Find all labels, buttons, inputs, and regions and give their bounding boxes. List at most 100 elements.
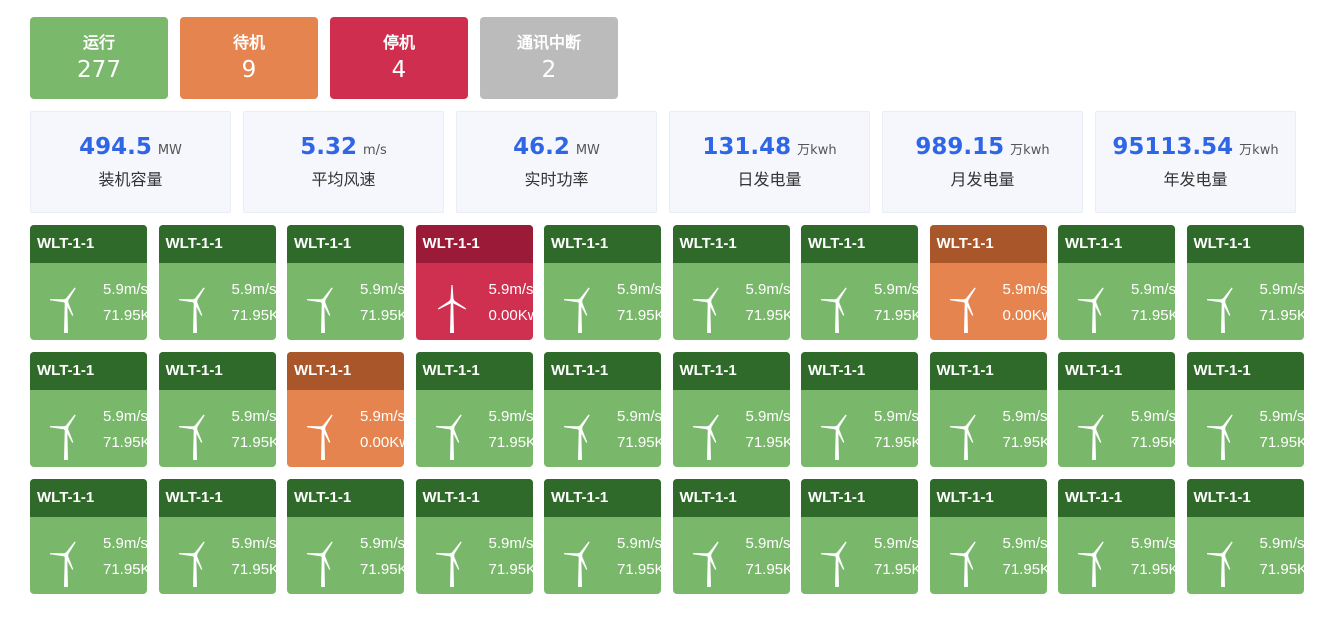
stat-installed-capacity: 494.5 MW 装机容量 [30, 111, 231, 213]
turbine-power: 71.95Kw [103, 307, 147, 324]
turbine-tile[interactable]: WLT-1-1 5.9m/s 71.95Kw [544, 352, 661, 467]
turbine-power: 71.95Kw [617, 561, 661, 578]
wind-turbine-icon [1206, 541, 1233, 587]
turbine-power: 71.95Kw [231, 561, 276, 578]
turbine-tile[interactable]: WLT-1-1 5.9m/s 71.95Kw [287, 225, 404, 340]
turbine-wind-speed: 5.9m/s [617, 281, 661, 298]
turbine-name: WLT-1-1 [287, 352, 404, 390]
turbine-tile[interactable]: WLT-1-1 5.9m/s 71.95Kw [801, 225, 918, 340]
turbine-body: 5.9m/s 71.95Kw [544, 390, 661, 467]
turbine-power: 71.95Kw [1131, 561, 1175, 578]
turbine-wind-speed: 5.9m/s [1131, 535, 1175, 552]
stat-value: 494.5 [79, 134, 152, 160]
turbine-tile[interactable]: WLT-1-1 5.9m/s 71.95Kw [287, 479, 404, 594]
turbine-tile[interactable]: WLT-1-1 5.9m/s 71.95Kw [30, 225, 147, 340]
stat-name: 年发电量 [1163, 170, 1228, 189]
wind-turbine-icon [692, 541, 719, 587]
turbine-values: 5.9m/s 0.00Kw [360, 404, 404, 456]
turbine-power: 71.95Kw [617, 434, 661, 451]
wind-turbine-icon [1078, 541, 1104, 587]
turbine-tile[interactable]: WLT-1-1 5.9m/s 71.95Kw [544, 225, 661, 340]
turbine-body: 5.9m/s 71.95Kw [673, 390, 790, 467]
turbine-name: WLT-1-1 [415, 479, 533, 517]
turbine-power: 71.95Kw [745, 434, 790, 451]
stat-unit: 万kwh [1239, 143, 1279, 158]
stat-name: 装机容量 [98, 170, 163, 189]
wind-turbine-icon [564, 414, 590, 460]
status-label: 通讯中断 [516, 33, 581, 52]
wind-turbine-icon [949, 287, 976, 333]
turbine-name: WLT-1-1 [929, 479, 1047, 517]
turbine-tile[interactable]: WLT-1-1 5.9m/s 0.00Kw [415, 225, 533, 340]
turbine-body: 5.9m/s 71.95Kw [930, 390, 1047, 467]
status-card-comm-lost[interactable]: 通讯中断 2 [480, 17, 618, 99]
stats-row: 494.5 MW 装机容量 5.32 m/s 平均风速 46.2 MW 实时功率 13… [30, 111, 1296, 213]
turbine-tile[interactable]: WLT-1-1 5.9m/s 71.95Kw [158, 225, 276, 340]
turbine-tile[interactable]: WLT-1-1 5.9m/s 71.95Kw [672, 225, 790, 340]
turbine-values: 5.9m/s 71.95Kw [103, 277, 147, 329]
turbine-tile[interactable]: WLT-1-1 5.9m/s 0.00Kw [287, 352, 404, 467]
turbine-body: 5.9m/s 71.95Kw [801, 517, 918, 594]
wind-turbine-icon [178, 287, 205, 333]
turbine-power: 71.95Kw [488, 434, 533, 451]
status-card-running[interactable]: 运行 277 [30, 17, 168, 99]
turbine-values: 5.9m/s 71.95Kw [1131, 404, 1175, 456]
turbine-values: 5.9m/s 71.95Kw [617, 404, 661, 456]
turbine-tile[interactable]: WLT-1-1 5.9m/s 71.95Kw [672, 352, 790, 467]
turbine-values: 5.9m/s 71.95Kw [232, 404, 276, 456]
turbine-tile[interactable]: WLT-1-1 5.9m/s 71.95Kw [801, 352, 918, 467]
turbine-values: 5.9m/s 71.95Kw [617, 277, 661, 329]
turbine-tile[interactable]: WLT-1-1 5.9m/s 71.95Kw [1058, 352, 1175, 467]
wind-turbine-icon [307, 287, 333, 333]
turbine-body: 5.9m/s 71.95Kw [801, 390, 918, 467]
turbine-wind-speed: 5.9m/s [231, 535, 276, 552]
stat-monthly-generation: 989.15 万kwh 月发电量 [882, 111, 1083, 213]
turbine-values: 5.9m/s 71.95Kw [232, 277, 276, 329]
turbine-body: 5.9m/s 71.95Kw [159, 517, 276, 594]
turbine-name: WLT-1-1 [30, 225, 147, 263]
stat-value: 131.48 [702, 134, 792, 160]
stat-name: 日发电量 [737, 170, 802, 189]
turbine-tile[interactable]: WLT-1-1 5.9m/s 0.00Kw [929, 225, 1047, 340]
stat-avg-wind-speed: 5.32 m/s 平均风速 [243, 111, 444, 213]
turbine-tile[interactable]: WLT-1-1 5.9m/s 71.95Kw [929, 479, 1047, 594]
turbine-values: 5.9m/s 71.95Kw [489, 531, 533, 583]
turbine-tile[interactable]: WLT-1-1 5.9m/s 71.95Kw [1058, 479, 1175, 594]
turbine-values: 5.9m/s 71.95Kw [1260, 531, 1304, 583]
turbine-tile[interactable]: WLT-1-1 5.9m/s 71.95Kw [1058, 225, 1175, 340]
turbine-body: 5.9m/s 71.95Kw [930, 517, 1047, 594]
wind-turbine-icon [307, 541, 333, 587]
status-count: 4 [391, 57, 407, 83]
turbine-tile[interactable]: WLT-1-1 5.9m/s 71.95Kw [1186, 352, 1304, 467]
status-count: 9 [241, 57, 257, 83]
turbine-power: 0.00Kw [360, 434, 404, 451]
turbine-wind-speed: 5.9m/s [745, 535, 790, 552]
wind-turbine-icon [435, 414, 462, 460]
turbine-wind-speed: 5.9m/s [874, 281, 918, 298]
turbine-tile[interactable]: WLT-1-1 5.9m/s 71.95Kw [801, 479, 918, 594]
turbine-tile[interactable]: WLT-1-1 5.9m/s 71.95Kw [30, 352, 147, 467]
turbine-tile[interactable]: WLT-1-1 5.9m/s 71.95Kw [158, 479, 276, 594]
status-card-standby[interactable]: 待机 9 [180, 17, 318, 99]
turbine-tile[interactable]: WLT-1-1 5.9m/s 71.95Kw [544, 479, 661, 594]
turbine-name: WLT-1-1 [801, 352, 918, 390]
turbine-tile[interactable]: WLT-1-1 5.9m/s 71.95Kw [1186, 225, 1304, 340]
turbine-tile[interactable]: WLT-1-1 5.9m/s 71.95Kw [672, 479, 790, 594]
turbine-tile[interactable]: WLT-1-1 5.9m/s 71.95Kw [415, 352, 533, 467]
turbine-wind-speed: 5.9m/s [1002, 281, 1047, 298]
turbine-power: 71.95Kw [231, 434, 276, 451]
turbine-body: 5.9m/s 71.95Kw [801, 263, 918, 340]
turbine-tile[interactable]: WLT-1-1 5.9m/s 71.95Kw [158, 352, 276, 467]
turbine-tile[interactable]: WLT-1-1 5.9m/s 71.95Kw [415, 479, 533, 594]
turbine-power: 71.95Kw [360, 561, 404, 578]
turbine-wind-speed: 5.9m/s [1002, 408, 1047, 425]
turbine-wind-speed: 5.9m/s [1259, 535, 1304, 552]
turbine-tile[interactable]: WLT-1-1 5.9m/s 71.95Kw [929, 352, 1047, 467]
turbine-tile[interactable]: WLT-1-1 5.9m/s 71.95Kw [1186, 479, 1304, 594]
wind-turbine-icon [437, 285, 466, 333]
wind-turbine-icon [178, 414, 205, 460]
turbine-body: 5.9m/s 71.95Kw [30, 263, 147, 340]
status-card-stopped[interactable]: 停机 4 [330, 17, 468, 99]
turbine-tile[interactable]: WLT-1-1 5.9m/s 71.95Kw [30, 479, 147, 594]
stat-yearly-generation: 95113.54 万kwh 年发电量 [1095, 111, 1296, 213]
